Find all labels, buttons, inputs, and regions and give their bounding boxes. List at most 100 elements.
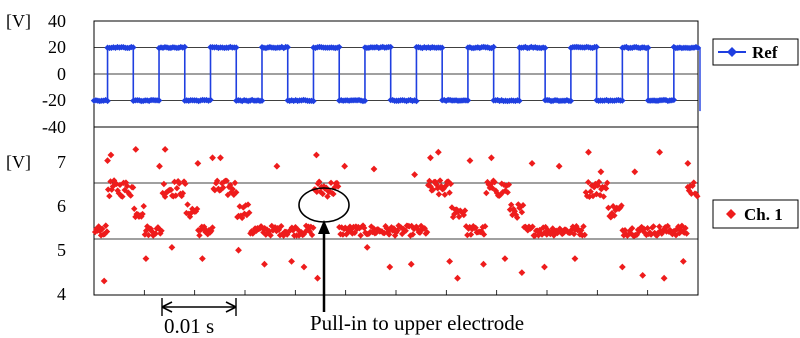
scale-bar-label: 0.01 s [164, 314, 214, 338]
ch1-data-point [99, 225, 106, 233]
ref-data-point [310, 97, 317, 105]
ref-legend-marker [727, 47, 737, 57]
ch1-data-point [650, 223, 657, 230]
ch1-outlier-point [156, 162, 163, 170]
ch1-data-point [448, 204, 456, 211]
ch1-data-point [139, 210, 146, 218]
ref-data-point [207, 96, 214, 104]
ch1-data-point [383, 225, 390, 232]
ref-data-point [336, 43, 343, 51]
ch1-data-point [519, 202, 527, 209]
ch1-data-point [605, 204, 612, 212]
ch1-data-point [302, 222, 310, 229]
ref-data-point [233, 44, 240, 51]
ch1-data-point [677, 226, 684, 234]
ref-data-point [181, 43, 188, 51]
ch1-data-point [684, 183, 692, 191]
ch1-data-point [587, 188, 594, 195]
ch1-data-point [690, 179, 697, 186]
ch1-data-point [461, 207, 469, 214]
ch1-data-point [440, 185, 447, 192]
ch1-outlier-point [313, 151, 320, 159]
ch1-data-point [182, 180, 189, 188]
ch1-data-point [409, 231, 417, 238]
ch1-data-point [491, 178, 498, 186]
ref-data-point [155, 97, 163, 104]
ch1-data-point [455, 213, 463, 220]
ch1-data-point [512, 211, 520, 219]
ch1-data-point [278, 222, 285, 230]
ref-ytick-neg40: -40 [42, 117, 66, 137]
ch1-data-point [611, 212, 618, 219]
ch1-data-point [140, 202, 147, 210]
ch1-data-point [467, 231, 475, 238]
ch1-data-point [676, 229, 683, 237]
ch1-data-point [425, 182, 432, 189]
ch1-data-point [227, 181, 234, 189]
ch1-outlier-point [446, 258, 454, 265]
ch1-data-point [327, 179, 335, 186]
ch1-data-point [186, 213, 194, 220]
scale-bar-right-head [225, 301, 237, 313]
ch1-data-point [538, 231, 546, 238]
ch1-data-point [152, 230, 159, 237]
ref-data-point [413, 97, 420, 105]
ch1-data-point [138, 213, 145, 220]
ch1-data-point [310, 224, 317, 231]
ch1-data-point [306, 228, 313, 235]
ch1-data-point [167, 186, 175, 194]
ch1-data-point [315, 178, 323, 185]
ch1-ytick-5: 5 [57, 240, 66, 260]
ch1-data-point [672, 231, 680, 239]
ch1-data-point [113, 180, 120, 188]
ch1-outlier-point [571, 255, 579, 262]
ch1-data-point [600, 193, 607, 200]
ref-data-point [438, 44, 446, 51]
ch1-outlier-point [528, 160, 536, 167]
ch1-data-point [263, 226, 271, 233]
ch1-data-point [214, 177, 221, 185]
ch1-panel: [V] 7 6 5 4 Ch. 1 Pull-in to upper elect… [6, 126, 799, 338]
ref-data-point [387, 43, 394, 51]
ref-data-point [541, 44, 549, 52]
ref-panel: [V] 40 20 0 -20 -40 Ref [6, 11, 799, 137]
ch1-data-point [608, 209, 616, 217]
ch1-data-point [460, 211, 467, 219]
ch1-data-point [115, 190, 123, 197]
ch1-data-point [436, 177, 444, 184]
ch1-data-point [504, 189, 511, 196]
ch1-legend-marker [726, 209, 736, 219]
ch1-data-point [536, 226, 543, 234]
ch1-outlier-point [466, 157, 474, 164]
ch1-series [91, 146, 701, 285]
ch1-data-point [346, 223, 354, 230]
ch1-data-point [402, 227, 409, 234]
ch1-ytick-6: 6 [57, 196, 66, 216]
ch1-plot-frame [93, 126, 699, 296]
ch1-outlier-point [631, 168, 639, 176]
ref-data-point [644, 44, 652, 51]
pull-in-annotation-label: Pull-in to upper electrode [310, 311, 524, 335]
ch1-outlier-point [168, 244, 176, 251]
ref-ytick-40: 40 [48, 11, 66, 31]
ch1-data-point [638, 223, 645, 231]
ch1-data-point [666, 226, 674, 234]
ch1-data-point [196, 232, 203, 239]
ch1-data-point [96, 227, 104, 235]
ch1-data-point [313, 188, 321, 196]
pull-in-arrowhead [318, 220, 330, 234]
ch1-outlier-point [100, 277, 108, 285]
ch1-outlier-point [518, 269, 526, 276]
ch1-data-point [324, 193, 331, 200]
ch1-data-point [596, 191, 604, 199]
ch1-data-point [433, 181, 440, 188]
ch1-data-point [238, 214, 246, 222]
ch1-data-point [339, 231, 347, 238]
ch1-outlier-point [501, 255, 509, 262]
ref-unit-label: [V] [6, 11, 31, 31]
ch1-data-point [664, 222, 671, 230]
ch1-outlier-point [235, 246, 242, 254]
ch1-data-point [602, 185, 610, 192]
ref-data-point [258, 97, 266, 104]
